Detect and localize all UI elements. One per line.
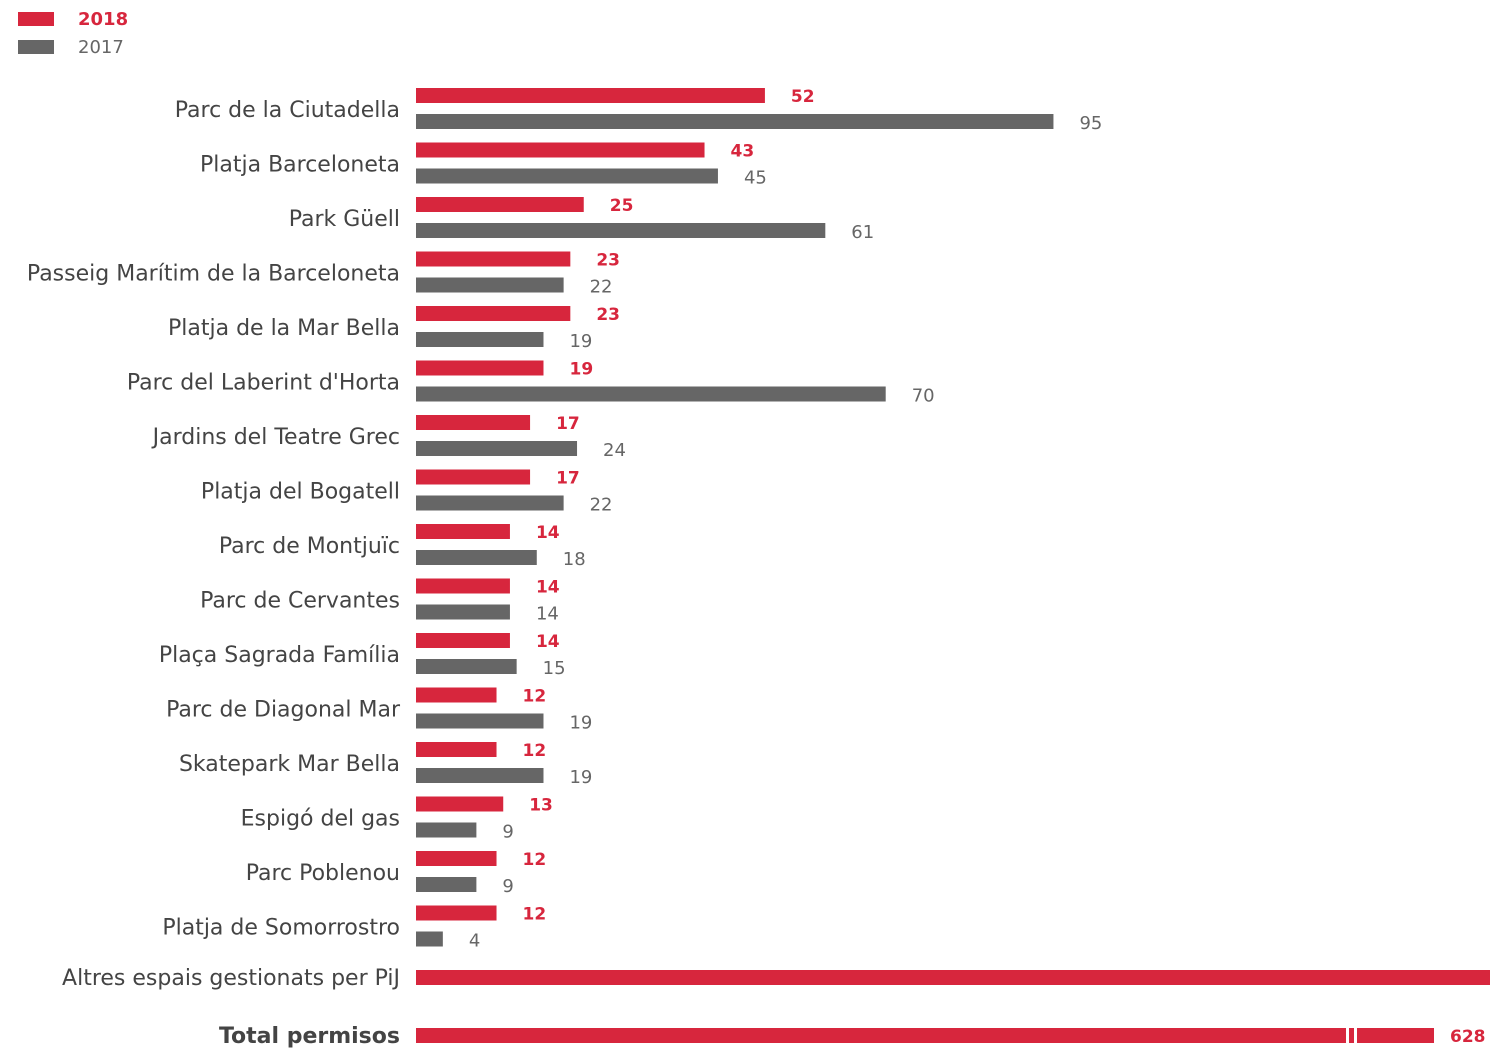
bar-2018-jardins-del-teatre-grec <box>416 415 531 430</box>
bar-2017-parc-del-laberint-d-horta <box>416 386 886 402</box>
value-label-2017-parc-de-montjuic: 18 <box>563 549 586 570</box>
category-label-espigo-del-gas: Espigó del gas <box>241 807 400 832</box>
legend-label-2018: 2018 <box>78 9 128 30</box>
value-label-2017-platja-de-somorrostro: 4 <box>469 931 480 952</box>
category-label-altres-espais-gestionats-per-pij: Altres espais gestionats per PiJ <box>62 966 400 991</box>
value-label-2018-platja-de-la-mar-bella: 23 <box>596 305 620 325</box>
value-label-2018-placa-sagrada-familia: 14 <box>536 632 560 652</box>
bar-2017-skatepark-mar-bella <box>416 768 544 783</box>
bar-2017-passeig-maritim-de-la-barceloneta <box>416 277 564 293</box>
category-label-platja-del-bogatell: Platja del Bogatell <box>201 480 400 505</box>
bar-2017-parc-de-cervantes <box>416 604 510 620</box>
category-label-parc-de-diagonal-mar: Parc de Diagonal Mar <box>166 698 401 723</box>
plot-area: Parc de la Ciutadella 52 95 Platja Barcelon… <box>27 87 1490 1049</box>
category-label-passeig-maritim-de-la-barceloneta: Passeig Marítim de la Barceloneta <box>27 262 400 287</box>
value-label-2018-platja-de-somorrostro: 12 <box>523 905 547 925</box>
value-label-2017-parc-de-diagonal-mar: 19 <box>569 713 592 734</box>
bar-2018-parc-de-cervantes <box>416 578 510 594</box>
value-label-2017-passeig-maritim-de-la-barceloneta: 22 <box>590 277 613 298</box>
category-label-parc-de-cervantes: Parc de Cervantes <box>200 589 400 614</box>
bar-2018-platja-del-bogatell <box>416 469 531 485</box>
value-label-2017-jardins-del-teatre-grec: 24 <box>603 440 626 461</box>
value-label-2018-total-permisos: 628 <box>1450 1027 1486 1047</box>
value-label-2018-parc-poblenou: 12 <box>523 850 547 870</box>
bar-2018-skatepark-mar-bella <box>416 742 497 757</box>
value-label-2018-passeig-maritim-de-la-barceloneta: 23 <box>596 251 620 271</box>
bar-2017-parc-de-diagonal-mar <box>416 713 544 729</box>
category-label-skatepark-mar-bella: Skatepark Mar Bella <box>179 752 400 777</box>
category-label-parc-poblenou: Parc Poblenou <box>246 861 400 886</box>
bar-2018-parc-de-diagonal-mar <box>416 687 497 703</box>
value-label-2018-park-guell: 25 <box>610 196 634 216</box>
bar-2017-parc-de-montjuic <box>416 550 537 565</box>
bar-2017-jardins-del-teatre-grec <box>416 441 578 456</box>
value-label-2018-parc-de-diagonal-mar: 12 <box>523 687 547 707</box>
bar-2017-parc-de-la-ciutadella <box>416 114 1054 129</box>
axis-break-mark-2 <box>1354 1027 1357 1044</box>
bar-2018-placa-sagrada-familia <box>416 633 510 648</box>
value-label-2018-jardins-del-teatre-grec: 17 <box>556 414 580 434</box>
bar-2018-espigo-del-gas <box>416 796 504 812</box>
bar-2018-parc-de-montjuic <box>416 524 510 539</box>
value-label-2017-park-guell: 61 <box>851 222 874 243</box>
category-label-platja-de-somorrostro: Platja de Somorrostro <box>162 916 400 941</box>
bar-2017-park-guell <box>416 223 826 238</box>
bar-2017-placa-sagrada-familia <box>416 659 517 674</box>
category-label-parc-de-montjuic: Parc de Montjuïc <box>219 534 400 559</box>
bar-2018-platja-de-somorrostro <box>416 905 497 921</box>
category-label-jardins-del-teatre-grec: Jardins del Teatre Grec <box>151 425 400 450</box>
legend-swatch-2018 <box>18 12 54 26</box>
bar-2018-parc-poblenou <box>416 851 497 866</box>
bar-2018-parc-del-laberint-d-horta <box>416 360 544 376</box>
bar-2018-platja-barceloneta <box>416 142 705 158</box>
value-label-2017-skatepark-mar-bella: 19 <box>569 767 592 788</box>
value-label-2018-platja-del-bogatell: 17 <box>556 469 580 489</box>
value-label-2017-espigo-del-gas: 9 <box>502 822 513 843</box>
bar-2017-platja-barceloneta <box>416 168 718 184</box>
legend: 2018 2017 <box>18 9 128 58</box>
bar-2017-platja-del-bogatell <box>416 495 564 511</box>
category-label-placa-sagrada-familia: Plaça Sagrada Família <box>159 643 400 668</box>
bar-2018-total-permisos <box>416 1028 1434 1043</box>
value-label-2017-parc-de-la-ciutadella: 95 <box>1079 113 1102 134</box>
value-label-2018-platja-barceloneta: 43 <box>731 142 755 162</box>
legend-swatch-2017 <box>18 40 54 54</box>
value-label-2018-parc-de-montjuic: 14 <box>536 523 560 543</box>
bar-2017-platja-de-somorrostro <box>416 931 443 947</box>
value-label-2017-parc-de-cervantes: 14 <box>536 604 559 625</box>
category-label-total-permisos: Total permisos <box>219 1024 400 1049</box>
value-label-2018-parc-del-laberint-d-horta: 19 <box>569 360 593 380</box>
value-label-2017-parc-del-laberint-d-horta: 70 <box>912 386 935 407</box>
value-label-2018-parc-de-cervantes: 14 <box>536 578 560 598</box>
bar-2018-platja-de-la-mar-bella <box>416 306 571 321</box>
value-label-2017-platja-barceloneta: 45 <box>744 168 767 189</box>
bar-2018-passeig-maritim-de-la-barceloneta <box>416 251 571 267</box>
bar-2018-parc-de-la-ciutadella <box>416 88 765 103</box>
category-label-platja-de-la-mar-bella: Platja de la Mar Bella <box>168 316 400 341</box>
bar-2017-parc-poblenou <box>416 877 477 892</box>
axis-break-mark-1 <box>1346 1027 1349 1044</box>
category-label-parc-de-la-ciutadella: Parc de la Ciutadella <box>175 98 400 123</box>
category-label-parc-del-laberint-d-horta: Parc del Laberint d'Horta <box>127 371 400 396</box>
legend-label-2017: 2017 <box>78 37 124 58</box>
bar-2017-espigo-del-gas <box>416 822 477 838</box>
category-label-park-guell: Park Güell <box>289 207 400 232</box>
category-label-platja-barceloneta: Platja Barceloneta <box>200 153 400 178</box>
value-label-2018-skatepark-mar-bella: 12 <box>523 741 547 761</box>
value-label-2017-placa-sagrada-familia: 15 <box>543 658 566 679</box>
value-label-2018-espigo-del-gas: 13 <box>529 796 553 816</box>
bar-2018-altres-espais-gestionats-per-pij <box>416 970 1490 985</box>
bar-2018-park-guell <box>416 197 584 212</box>
value-label-2017-platja-de-la-mar-bella: 19 <box>569 331 592 352</box>
value-label-2017-platja-del-bogatell: 22 <box>590 495 613 516</box>
bar-2017-platja-de-la-mar-bella <box>416 332 544 347</box>
value-label-2017-parc-poblenou: 9 <box>502 876 513 897</box>
value-label-2018-parc-de-la-ciutadella: 52 <box>791 87 815 107</box>
